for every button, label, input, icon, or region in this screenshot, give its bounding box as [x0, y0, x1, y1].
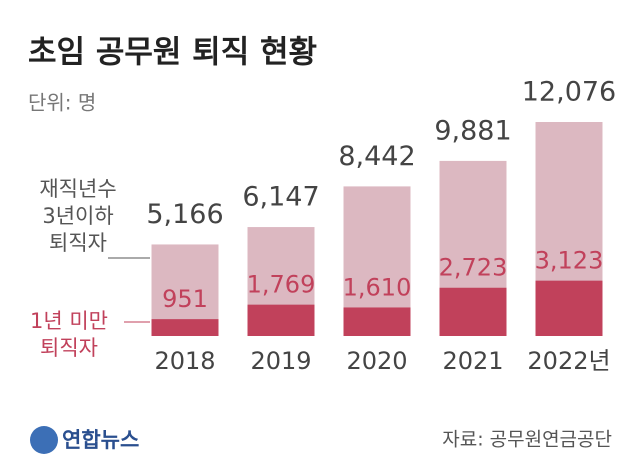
- value-label: 1,610: [343, 273, 412, 301]
- source: 자료: 공무원연금공단: [442, 429, 612, 451]
- bar: [535, 280, 603, 336]
- value-label: 951: [162, 285, 208, 313]
- value-label: 5,166: [146, 199, 223, 230]
- chart-title: 초임 공무원 퇴직 현황: [28, 35, 317, 71]
- bar: [247, 304, 315, 336]
- bar: [343, 307, 411, 336]
- value-label: 9,881: [434, 115, 511, 146]
- value-label: 3,123: [535, 247, 604, 275]
- bar: [439, 287, 507, 336]
- x-tick-label: 2020: [346, 347, 407, 375]
- legend-label: 재직년수 3년이하 퇴직자: [39, 177, 117, 255]
- legend-label: 1년 미만 퇴직자: [30, 309, 108, 360]
- x-tick-label: 2018: [154, 347, 215, 375]
- unit-label: 단위: 명: [28, 91, 96, 115]
- logo-icon: [30, 426, 58, 454]
- x-tick-label: 2019: [250, 347, 311, 375]
- bar: [151, 319, 219, 336]
- x-tick-label: 2021: [442, 347, 503, 375]
- x-tick-label: 2022년: [527, 347, 610, 375]
- logo: 연합뉴스: [62, 428, 139, 452]
- value-label: 1,769: [247, 271, 316, 299]
- value-label: 8,442: [338, 141, 415, 172]
- value-label: 2,723: [439, 254, 508, 282]
- value-label: 6,147: [242, 182, 319, 213]
- value-label: 12,076: [522, 77, 616, 108]
